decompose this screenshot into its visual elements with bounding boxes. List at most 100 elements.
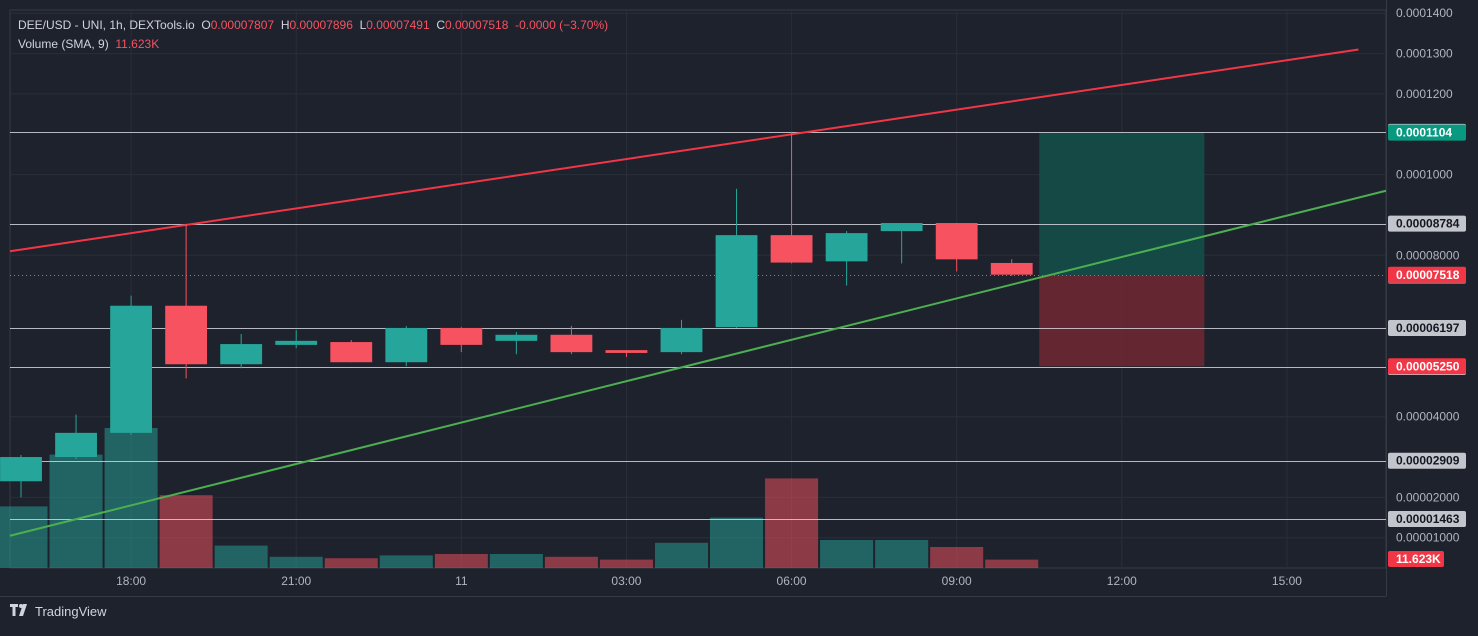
price-tick-label: 0.00001000 bbox=[1396, 531, 1460, 545]
high-value: 0.00007896 bbox=[289, 18, 353, 32]
level-badge-bg bbox=[1388, 452, 1466, 469]
candle-body bbox=[660, 327, 703, 353]
volume-bar bbox=[324, 558, 378, 568]
chart-legend: DEE/USD - UNI, 1h, DEXTools.io O0.000078… bbox=[18, 16, 608, 54]
volume-indicator-value: 11.623K bbox=[115, 37, 160, 51]
stop-badge: 0.00005250 bbox=[1396, 359, 1460, 373]
volume-bar bbox=[710, 517, 764, 568]
change-value: -0.0000 (−3.70%) bbox=[515, 18, 609, 32]
price-tick-label: 0.00002000 bbox=[1396, 490, 1460, 504]
volume-bar bbox=[820, 540, 874, 568]
candle-body bbox=[220, 344, 263, 365]
price-tick-label: 0.0001300 bbox=[1396, 47, 1453, 61]
volume-bar bbox=[875, 540, 929, 568]
candle-body bbox=[770, 235, 813, 263]
open-label: O bbox=[201, 18, 211, 32]
last-price-badge: 0.00007518 bbox=[1396, 268, 1460, 282]
trendline-support bbox=[9, 189, 1387, 537]
candle-body bbox=[715, 235, 758, 328]
time-tick-label: 06:00 bbox=[777, 574, 807, 588]
volume-bar bbox=[489, 554, 543, 568]
volume-bar bbox=[765, 478, 819, 568]
price-tick-label: 0.00004000 bbox=[1396, 410, 1460, 424]
volume-bar bbox=[379, 555, 433, 568]
candle-body bbox=[605, 350, 648, 353]
time-tick-label: 12:00 bbox=[1107, 574, 1137, 588]
candle-body bbox=[495, 334, 538, 341]
candle-body bbox=[990, 262, 1033, 275]
candle-body bbox=[880, 223, 923, 232]
level-badge-bg bbox=[1388, 511, 1466, 528]
high-label: H bbox=[280, 18, 290, 32]
time-tick-label: 09:00 bbox=[942, 574, 972, 588]
price-tick-label: 0.0001200 bbox=[1396, 87, 1453, 101]
close-value: 0.00007518 bbox=[445, 18, 509, 32]
volume-bar bbox=[214, 545, 268, 568]
tradingview-logo-icon bbox=[10, 604, 30, 619]
volume-bar bbox=[985, 559, 1039, 568]
position-profit-zone bbox=[1039, 132, 1205, 276]
volume-indicator-label[interactable]: Volume (SMA, 9) bbox=[18, 37, 109, 51]
trendline-resistance bbox=[9, 48, 1359, 253]
volume-badge-bg bbox=[1388, 551, 1444, 567]
volume-bars bbox=[0, 428, 1039, 568]
candle-body bbox=[550, 334, 593, 353]
level-badge-bg bbox=[1388, 320, 1466, 337]
time-axis[interactable]: 18:00 21:00 11 03:00 06:00 09:00 12:00 15:00 bbox=[0, 574, 1386, 597]
tradingview-brand[interactable]: TradingView bbox=[10, 604, 107, 619]
level-badge: 0.00006197 bbox=[1396, 321, 1460, 335]
volume-bar bbox=[599, 559, 653, 568]
time-tick-label: 03:00 bbox=[611, 574, 641, 588]
price-tick-label: 0.0001000 bbox=[1396, 168, 1453, 182]
time-tick-label: 15:00 bbox=[1272, 574, 1302, 588]
low-label: L bbox=[359, 18, 367, 32]
candle-body bbox=[935, 223, 978, 260]
position-loss-zone bbox=[1039, 275, 1205, 367]
symbol-label[interactable]: DEE/USD - UNI, 1h, DEXTools.io bbox=[18, 18, 195, 32]
candle-body bbox=[330, 342, 373, 363]
trendlines[interactable] bbox=[9, 48, 1387, 537]
time-tick-label: 11 bbox=[455, 574, 468, 588]
candle-body bbox=[55, 432, 97, 458]
volume-bar bbox=[104, 428, 158, 568]
volume-bar bbox=[434, 554, 488, 568]
low-value: 0.00007491 bbox=[366, 18, 430, 32]
target-badge: 0.0001104 bbox=[1396, 126, 1452, 140]
candles bbox=[0, 131, 1033, 498]
volume-bar bbox=[269, 556, 323, 568]
candle-body bbox=[275, 340, 318, 345]
open-value: 0.00007807 bbox=[210, 18, 275, 32]
price-tick-label: 0.0001400 bbox=[1396, 6, 1453, 20]
candle-body bbox=[825, 233, 868, 262]
ohlc-row: DEE/USD - UNI, 1h, DEXTools.io O0.000078… bbox=[18, 16, 608, 35]
time-tick-label: 18:00 bbox=[116, 574, 146, 588]
price-axis[interactable]: 0.0001400 0.0001300 0.0001200 0.0001000 0.00… bbox=[1386, 0, 1478, 631]
candle-body bbox=[110, 305, 153, 433]
time-tick-label: 21:00 bbox=[281, 574, 311, 588]
level-badge: 0.00002909 bbox=[1396, 454, 1460, 468]
candle-body bbox=[165, 305, 208, 365]
volume-bar bbox=[0, 506, 48, 568]
volume-bar bbox=[930, 547, 984, 568]
horizontal-levels[interactable] bbox=[10, 132, 1386, 520]
volume-row: Volume (SMA, 9) 11.623K bbox=[18, 35, 608, 54]
brand-name: TradingView bbox=[35, 604, 107, 619]
price-tick-label: 0.00008000 bbox=[1396, 248, 1460, 262]
level-badge: 0.00001463 bbox=[1396, 512, 1460, 526]
candle-body bbox=[440, 327, 483, 345]
close-label: C bbox=[436, 18, 445, 32]
volume-bar bbox=[159, 495, 213, 568]
volume-bar bbox=[49, 454, 103, 568]
stop-badge-bg bbox=[1388, 358, 1466, 375]
volume-badge: 11.623K bbox=[1396, 552, 1441, 566]
volume-bar bbox=[544, 556, 598, 568]
target-badge-bg bbox=[1388, 124, 1466, 141]
candle-body bbox=[0, 457, 42, 482]
long-position-tool[interactable] bbox=[1039, 132, 1205, 367]
level-badge: 0.00008784 bbox=[1396, 217, 1460, 231]
last-price-badge-bg bbox=[1388, 266, 1466, 283]
level-badge-bg bbox=[1388, 215, 1466, 232]
candle-body bbox=[385, 327, 428, 363]
